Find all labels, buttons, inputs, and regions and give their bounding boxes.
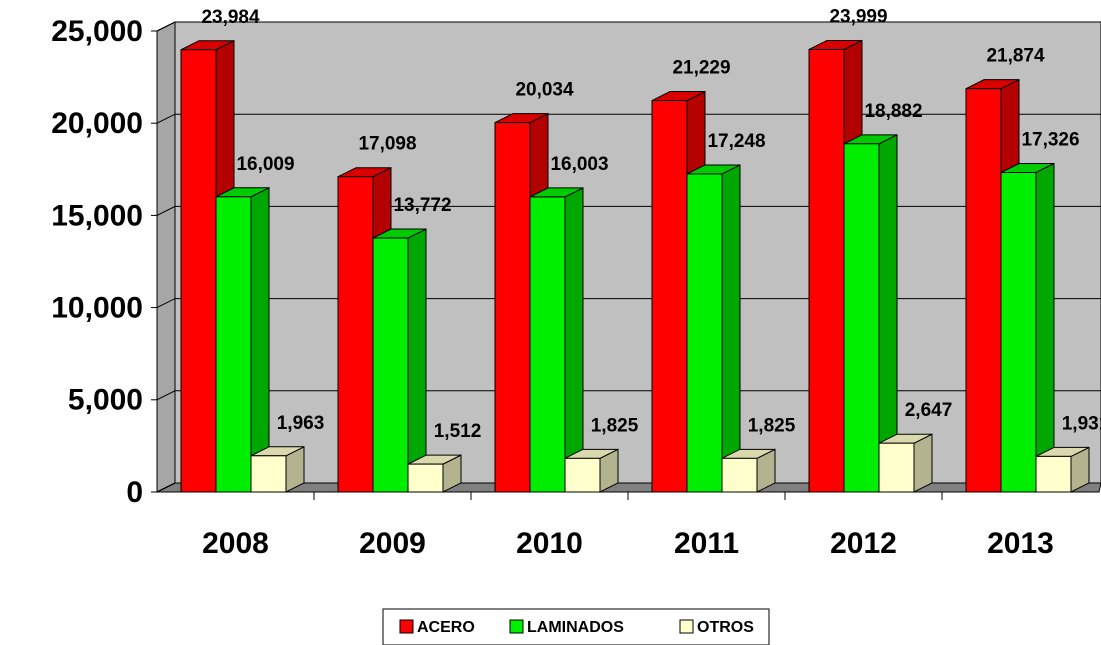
legend-swatch [679, 619, 694, 634]
data-label: 17,326 [1021, 130, 1079, 151]
bar-side [407, 228, 427, 493]
data-label: 23,999 [829, 6, 887, 27]
x-tick-label: 2013 [987, 527, 1054, 560]
legend-box [382, 608, 770, 645]
legend: ACERO LAMINADOS OTROS [382, 608, 770, 645]
bar [721, 448, 776, 493]
bar-front [372, 237, 409, 493]
legend-swatch [509, 619, 524, 634]
x-tick-label: 2012 [830, 527, 897, 560]
x-tick-label: 2011 [674, 527, 739, 560]
y-tick-label: 20,000 [51, 107, 143, 140]
bar [250, 445, 305, 493]
bar-front [878, 442, 915, 493]
x-tick-label: 2008 [202, 527, 269, 560]
data-label: 1,963 [277, 413, 325, 434]
bar [1035, 446, 1090, 493]
bar-front [529, 196, 566, 493]
bar-front [494, 122, 531, 493]
data-label: 1,931 [1062, 413, 1101, 434]
bar [878, 433, 933, 493]
bar-front [250, 455, 287, 493]
y-tick-label: 0 [126, 476, 143, 509]
data-label: 13,772 [393, 195, 451, 216]
bar [529, 187, 584, 493]
data-label: 20,034 [515, 80, 574, 101]
grid-line [156, 21, 1101, 32]
bar [372, 228, 427, 493]
bar-side [564, 187, 584, 493]
bar-front [564, 457, 601, 493]
legend-swatch [399, 619, 414, 634]
y-tick-label: 5,000 [68, 384, 143, 417]
bar [215, 186, 270, 493]
data-label: 1,825 [748, 415, 796, 436]
bar-front [843, 143, 880, 493]
data-label: 16,003 [550, 154, 608, 175]
bar-front [1035, 455, 1072, 493]
data-label: 17,098 [358, 134, 416, 155]
bar-side [250, 186, 270, 493]
data-label: 21,874 [986, 46, 1045, 67]
y-tick-label: 15,000 [51, 199, 143, 232]
bar [843, 134, 898, 493]
data-label: 1,512 [434, 421, 482, 442]
data-label: 23,984 [201, 7, 260, 28]
bar [1000, 162, 1055, 493]
y-tick-label: 25,000 [51, 15, 143, 48]
data-label: 16,009 [236, 154, 294, 175]
bar [407, 454, 462, 493]
bar-front [651, 100, 688, 493]
x-tick-label: 2010 [516, 527, 583, 560]
bar-front [180, 49, 217, 493]
x-tick-label: 2009 [359, 527, 426, 560]
bar-front [721, 457, 758, 493]
bar-front [337, 176, 374, 493]
bar-side [1035, 162, 1055, 493]
legend-label: ACERO [417, 619, 475, 636]
grid-line [156, 298, 1101, 309]
data-label: 1,825 [591, 415, 639, 436]
bar-front [1000, 172, 1037, 493]
bar-front [407, 463, 444, 493]
legend-label: LAMINADOS [527, 619, 624, 636]
grid-line [156, 205, 1101, 216]
bar-front [965, 88, 1002, 493]
data-label: 18,882 [864, 101, 922, 122]
bar-front [686, 173, 723, 493]
legend-label: OTROS [697, 619, 754, 636]
bar-front [808, 48, 845, 493]
data-label: 17,248 [707, 131, 765, 152]
bar [686, 164, 741, 493]
grid-line [156, 482, 1101, 493]
bar-front [215, 196, 252, 493]
grid-line [156, 390, 1101, 401]
bar-side [721, 164, 741, 493]
data-label: 21,229 [672, 58, 730, 79]
bar [564, 448, 619, 493]
data-label: 2,647 [905, 400, 953, 421]
y-tick-label: 10,000 [51, 292, 143, 325]
grid-line [156, 113, 1101, 124]
bar-side [913, 433, 933, 493]
side-wall [156, 21, 176, 493]
